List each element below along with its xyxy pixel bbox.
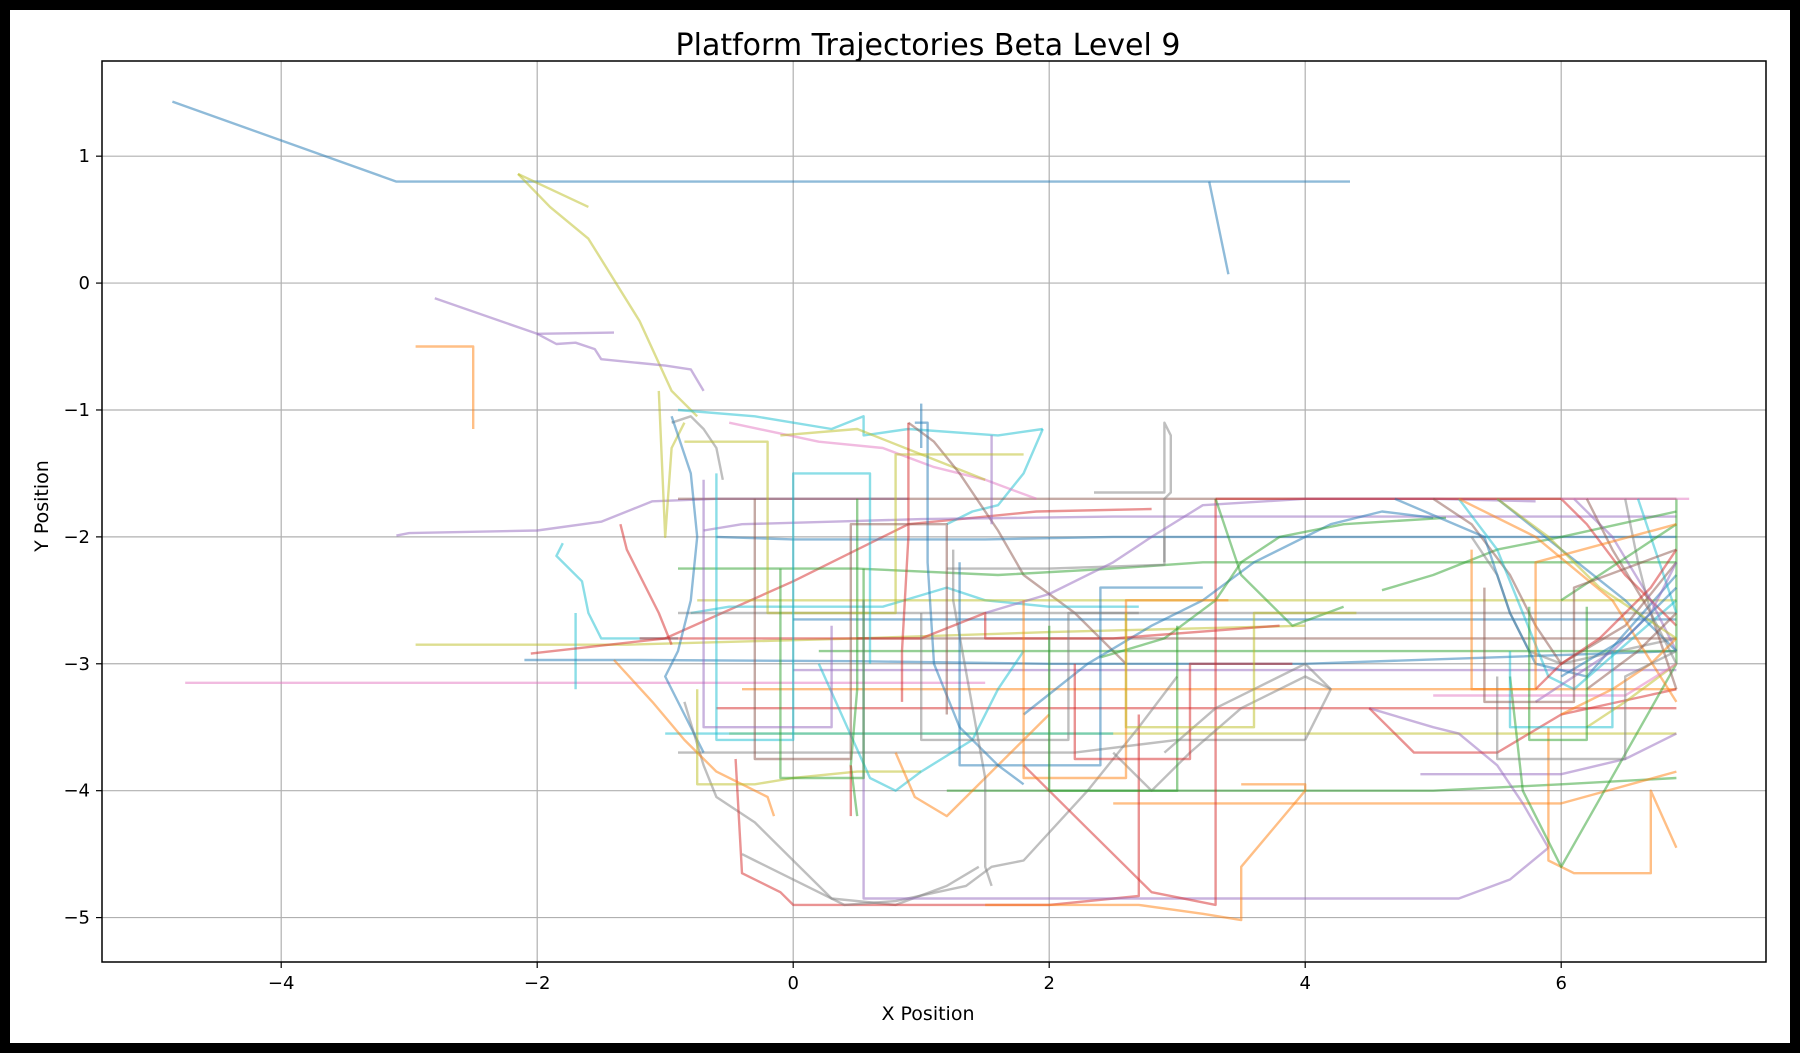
trajectory-line	[716, 535, 1677, 541]
trajectory-line	[703, 515, 1677, 532]
trajectory-line	[690, 586, 1139, 615]
trajectory-line	[985, 783, 1307, 922]
trajectory-line	[779, 568, 865, 780]
trajectory-line	[1496, 497, 1678, 652]
trajectory-line	[958, 562, 1203, 767]
x-tick-label: 0	[787, 973, 798, 994]
plot-area-border	[101, 60, 1767, 963]
trajectory-line	[900, 422, 910, 702]
grid	[102, 61, 1766, 962]
y-tick-label: 0	[79, 273, 90, 294]
trajectory-line	[171, 100, 1350, 183]
trajectory-chart: −4 −2 0 2 4 6 1 0 −1 −2 −3 −4 −5 Platform Trajectori…	[31, 28, 1767, 1025]
y-axis-label: Y Position	[31, 460, 53, 553]
y-tick-label: −1	[63, 400, 90, 421]
trajectory-line	[1208, 181, 1230, 275]
trajectory-line	[1470, 523, 1677, 691]
x-tick-label: 4	[1299, 973, 1310, 994]
trajectory-line	[619, 523, 673, 646]
trajectory-series-layer	[171, 100, 1690, 922]
trajectory-line	[946, 536, 1166, 570]
trajectory-line	[415, 345, 475, 429]
y-tick-label: −2	[63, 527, 90, 548]
trajectory-line	[702, 479, 833, 729]
trajectory-line	[1368, 707, 1550, 849]
trajectory-line	[715, 472, 872, 742]
trajectory-line	[678, 738, 1306, 754]
trajectory-line	[683, 701, 980, 907]
trajectory-line	[1073, 662, 1293, 761]
trajectory-line	[1483, 548, 1677, 704]
trajectory-line	[677, 408, 1043, 437]
trajectory-line	[1433, 662, 1678, 697]
trajectory-line	[696, 689, 922, 786]
x-tick-label: −4	[268, 973, 295, 994]
trajectory-line	[1163, 662, 1333, 754]
trajectory-line	[671, 415, 724, 481]
trajectory-line	[1560, 586, 1678, 678]
trajectory-line	[1495, 650, 1677, 761]
trajectory-line	[862, 600, 1550, 900]
trajectory-line	[664, 415, 705, 754]
trajectory-line	[1124, 611, 1357, 729]
x-tick-label: 2	[1043, 973, 1054, 994]
y-tick-label: −5	[63, 908, 90, 929]
trajectory-line	[434, 297, 615, 335]
trajectory-line	[817, 650, 1025, 792]
trajectory-line	[1586, 612, 1678, 691]
trajectory-line	[555, 542, 678, 640]
x-tick-label: 6	[1555, 973, 1566, 994]
trajectory-line	[920, 611, 1139, 742]
trajectory-line	[907, 421, 1127, 665]
trajectory-line	[536, 332, 705, 392]
trajectory-line	[946, 776, 1677, 792]
trajectory-line	[1113, 770, 1677, 805]
trajectory-line	[1022, 498, 1217, 907]
trajectory-line	[1534, 548, 1678, 691]
axis-ticks: −4 −2 0 2 4 6 1 0 −1 −2 −3 −4 −5	[63, 146, 1566, 994]
trajectory-line	[1560, 523, 1678, 602]
chart-title: Platform Trajectories Beta Level 9	[676, 28, 1181, 63]
trajectory-line	[657, 390, 686, 539]
trajectory-line	[517, 172, 589, 208]
y-tick-label: 1	[79, 146, 90, 167]
trajectory-line	[1094, 421, 1173, 563]
x-axis-label: X Position	[881, 1003, 974, 1025]
trajectory-line	[1022, 599, 1229, 780]
trajectory-line	[1214, 498, 1345, 627]
trajectory-line	[1420, 732, 1677, 776]
trajectory-line	[524, 649, 1677, 665]
trajectory-line	[1508, 663, 1678, 868]
figure-canvas: −4 −2 0 2 4 6 1 0 −1 −2 −3 −4 −5 Platform Trajectori…	[10, 10, 1790, 1043]
trajectory-line	[1112, 675, 1332, 792]
y-tick-label: −3	[63, 654, 90, 675]
trajectory-line	[849, 498, 859, 817]
trajectory-line	[613, 659, 776, 817]
trajectory-line	[1458, 497, 1678, 703]
trajectory-line	[753, 498, 948, 761]
trajectory-line	[952, 549, 993, 887]
trajectory-line	[415, 624, 1306, 646]
trajectory-line	[1547, 727, 1678, 875]
trajectory-line	[894, 713, 1051, 818]
trajectory-line	[1624, 498, 1678, 665]
trajectory-line	[1100, 516, 1447, 659]
x-tick-label: −2	[524, 973, 551, 994]
trajectory-line	[946, 428, 1044, 526]
trajectory-line	[1527, 606, 1589, 742]
trajectory-line	[1496, 497, 1678, 640]
trajectory-line	[684, 440, 1024, 615]
y-tick-label: −4	[63, 781, 90, 802]
trajectory-line	[517, 173, 699, 418]
trajectory-line	[396, 497, 909, 537]
trajectory-line	[1047, 625, 1179, 792]
